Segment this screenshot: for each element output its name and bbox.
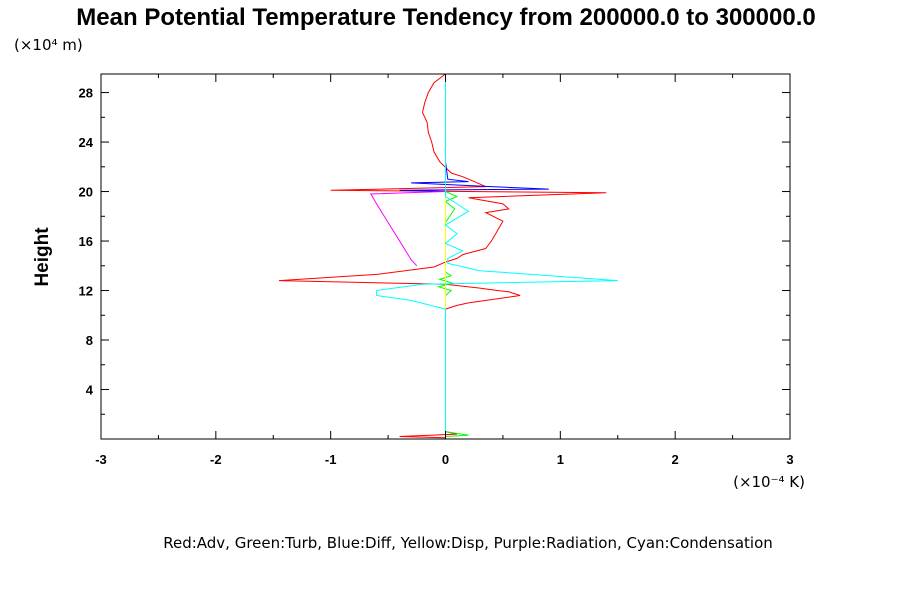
x-tick-label: -2	[210, 452, 222, 467]
x-tick-label: 1	[557, 452, 564, 467]
x-tick-label: 2	[672, 452, 679, 467]
y-tick-label: 20	[79, 185, 93, 200]
x-tick-label: -3	[95, 452, 107, 467]
y-axis-label: Height	[32, 227, 53, 287]
y-tick-label: 8	[86, 333, 93, 348]
y-tick-label: 28	[79, 86, 93, 101]
series-line-2	[399, 74, 549, 433]
series-group	[278, 73, 618, 439]
x-axis-unit: (×10⁻⁴ K)	[733, 473, 805, 491]
y-tick-label: 12	[79, 284, 93, 299]
legend-caption: Red:Adv, Green:Turb, Blue:Diff, Yellow:D…	[163, 534, 773, 552]
x-tick-label: 0	[442, 452, 449, 467]
series-line-4	[370, 191, 446, 267]
chart-title: Mean Potential Temperature Tendency from…	[76, 4, 815, 31]
x-tick-label: 3	[786, 452, 793, 467]
x-tick-label: -1	[325, 452, 337, 467]
y-axis-unit: (×10⁴ m)	[14, 36, 83, 54]
y-tick-label: 16	[79, 234, 93, 249]
y-tick-label: 24	[79, 135, 94, 150]
series-line-5	[376, 74, 618, 433]
series-line-1	[436, 191, 469, 437]
y-tick-label: 4	[86, 383, 94, 398]
series-line-0	[278, 73, 607, 439]
